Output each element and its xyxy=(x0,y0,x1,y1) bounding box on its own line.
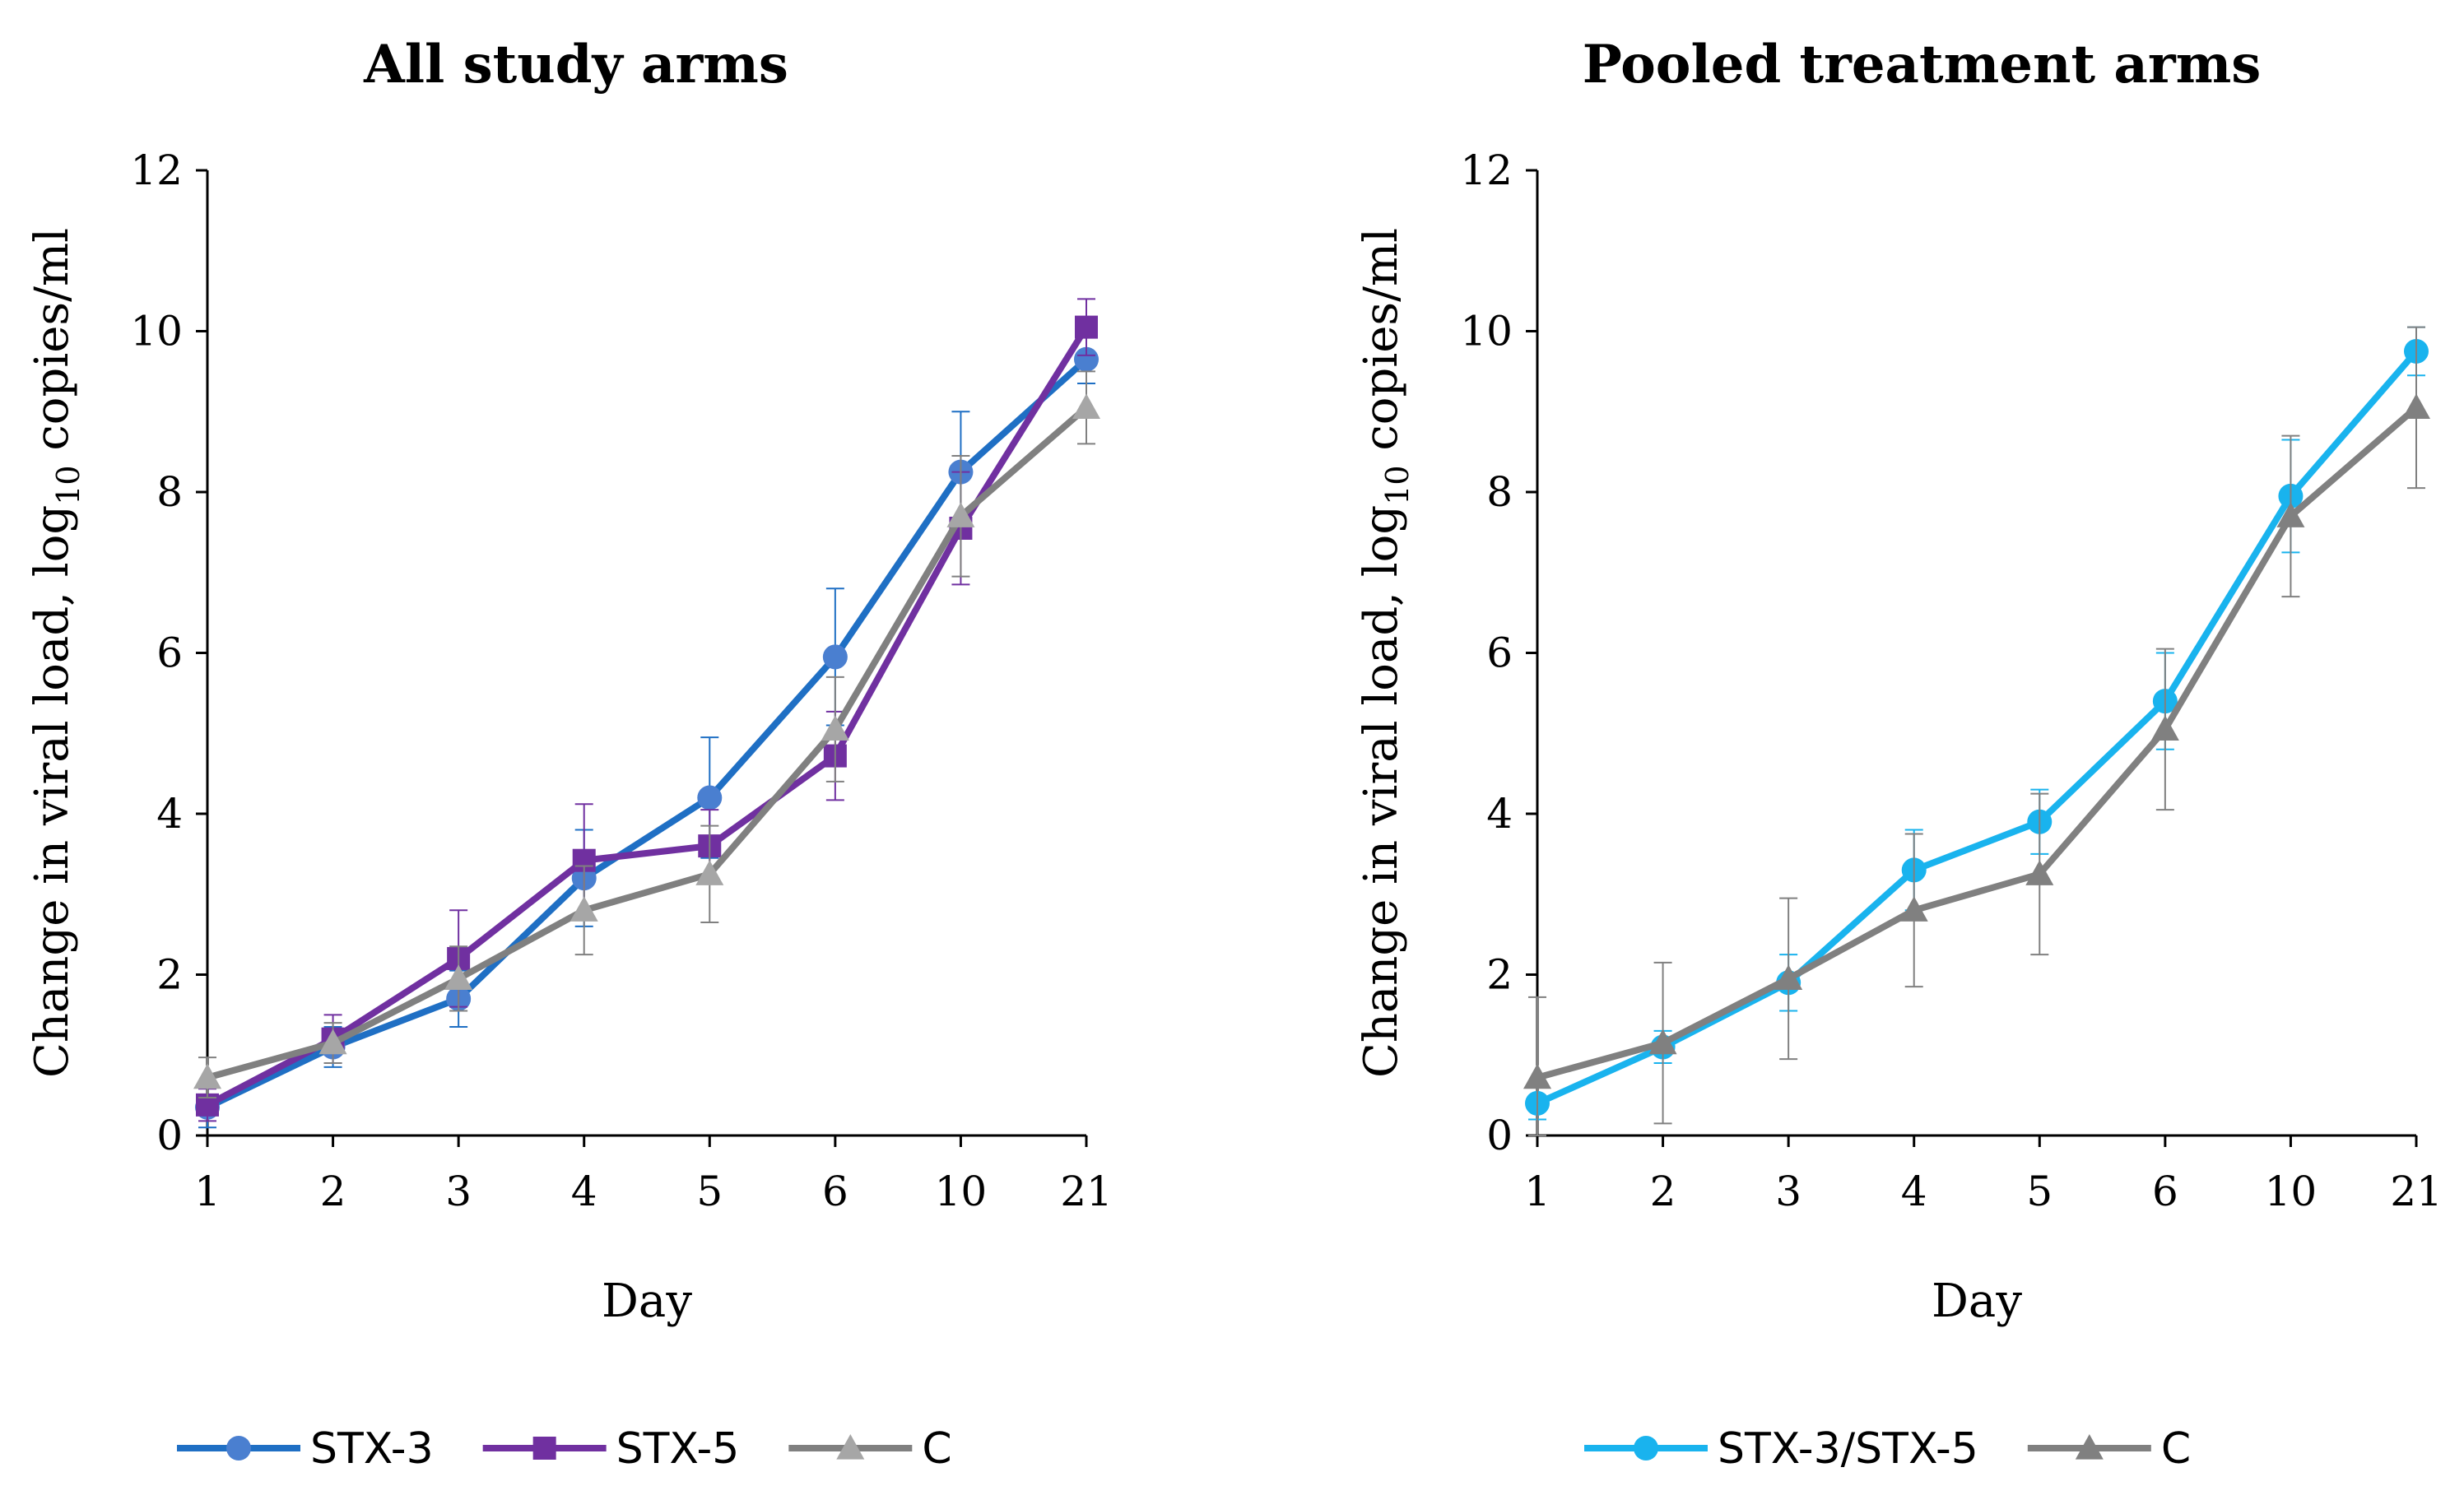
y-axis-label: Change in viral load, log10 copies/ml xyxy=(26,228,86,1078)
x-tick-label: 1 xyxy=(194,1168,221,1215)
data-point xyxy=(2276,502,2305,527)
legend-item-stx-5: STX-5 xyxy=(482,1424,740,1474)
x-tick-label: 21 xyxy=(1060,1168,1113,1215)
data-point xyxy=(318,1029,347,1055)
legend-label: STX-3/STX-5 xyxy=(1718,1424,1978,1474)
legend: STX-3/STX-5 C xyxy=(1584,1424,2191,1474)
legend-label: C xyxy=(922,1424,951,1474)
data-point xyxy=(1899,896,1928,922)
legend-label: C xyxy=(2161,1424,2191,1474)
legend-item-stx-3-stx-5: STX-3/STX-5 xyxy=(1584,1424,1978,1474)
legend-marker xyxy=(2075,1434,2104,1460)
x-tick-label: 4 xyxy=(571,1168,597,1215)
x-tick-label: 1 xyxy=(1524,1168,1550,1215)
chart-title: Pooled treatment arms xyxy=(1583,34,2262,95)
x-tick-label: 4 xyxy=(1901,1168,1927,1215)
x-tick-label: 2 xyxy=(320,1168,346,1215)
data-point xyxy=(1523,1063,1551,1089)
y-tick-label: 0 xyxy=(156,1112,183,1159)
x-tick-label: 21 xyxy=(2390,1168,2443,1215)
series-line xyxy=(206,405,1089,1081)
y-tick-label: 2 xyxy=(156,951,183,999)
x-tick-label: 5 xyxy=(2026,1168,2053,1215)
legend: STX-3 STX-5 C xyxy=(177,1424,952,1474)
data-point xyxy=(946,502,975,527)
y-tick-label: 12 xyxy=(1460,146,1513,194)
x-tick-label: 10 xyxy=(2265,1168,2318,1215)
data-point xyxy=(2025,860,2054,885)
legend-label: STX-3 xyxy=(310,1424,434,1474)
y-tick-label: 8 xyxy=(156,468,183,516)
legend-marker xyxy=(532,1437,556,1460)
data-point xyxy=(570,896,598,922)
data-point xyxy=(1075,315,1098,339)
data-point xyxy=(695,860,724,885)
x-tick-label: 6 xyxy=(822,1168,848,1215)
y-tick-label: 8 xyxy=(1486,468,1513,516)
x-axis-label: Day xyxy=(602,1275,692,1328)
y-tick-label: 6 xyxy=(156,629,183,677)
data-point xyxy=(1072,393,1100,419)
data-point xyxy=(444,964,473,990)
y-tick-label: 4 xyxy=(156,790,183,838)
data-point xyxy=(1648,1029,1677,1055)
series-line xyxy=(1536,405,2419,1081)
y-tick-label: 2 xyxy=(1486,951,1513,999)
data-point xyxy=(193,1063,221,1089)
legend-item-stx-3: STX-3 xyxy=(177,1424,434,1474)
data-point xyxy=(697,785,723,810)
y-tick-label: 4 xyxy=(1486,790,1513,838)
series-c xyxy=(1523,326,2430,1136)
series-c xyxy=(193,370,1100,1099)
legend-marker xyxy=(836,1434,865,1460)
y-tick-label: 10 xyxy=(130,308,183,355)
x-tick-label: 2 xyxy=(1650,1168,1676,1215)
x-tick-label: 3 xyxy=(445,1168,472,1215)
legend-marker xyxy=(1634,1436,1658,1461)
y-tick-label: 12 xyxy=(130,146,183,194)
data-point xyxy=(821,715,849,741)
x-tick-label: 3 xyxy=(1775,1168,1802,1215)
series-line xyxy=(206,356,1089,1111)
legend-marker xyxy=(226,1436,251,1461)
chart-title: All study arms xyxy=(363,34,788,95)
x-tick-label: 10 xyxy=(935,1168,988,1215)
data-point xyxy=(2150,715,2179,741)
series-line xyxy=(206,325,1090,1108)
x-tick-label: 5 xyxy=(696,1168,723,1215)
data-point xyxy=(822,644,848,670)
x-axis-label: Day xyxy=(1932,1275,2022,1328)
legend-item-c: C xyxy=(788,1424,952,1474)
y-axis-label: Change in viral load, log10 copies/ml xyxy=(1355,228,1416,1078)
x-tick-label: 6 xyxy=(2152,1168,2178,1215)
legend-item-c: C xyxy=(2027,1424,2191,1474)
y-tick-label: 10 xyxy=(1460,308,1513,355)
y-tick-label: 0 xyxy=(1486,1112,1513,1159)
data-point xyxy=(1074,346,1099,372)
series-stx-3 xyxy=(195,334,1099,1129)
series-stx-3-stx-5 xyxy=(1525,326,2429,1121)
legend-label: STX-5 xyxy=(616,1424,740,1474)
data-point xyxy=(1774,964,1803,990)
series-line xyxy=(1536,349,2420,1107)
data-point xyxy=(2402,393,2430,419)
y-tick-label: 6 xyxy=(1486,629,1513,677)
series-stx-5 xyxy=(196,298,1098,1122)
